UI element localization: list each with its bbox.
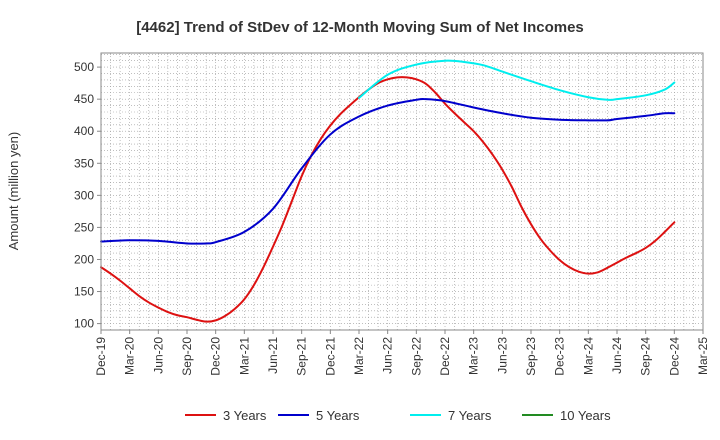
legend-label: 3 Years [223,408,267,423]
x-tick-label: Mar-25 [696,337,710,375]
chart-title: [4462] Trend of StDev of 12-Month Moving… [136,19,584,36]
x-tick-label: Sep-23 [524,337,538,376]
legend-label: 5 Years [316,408,360,423]
y-tick-label: 350 [74,156,94,170]
x-tick-label: Jun-20 [151,337,165,374]
x-tick-label: Sep-24 [639,337,653,376]
series-line-1 [100,76,676,323]
series-line-3 [358,59,676,101]
x-tick-label: Mar-22 [352,337,366,375]
y-tick-label: 250 [74,220,94,234]
y-tick-label: 200 [74,252,94,266]
x-tick-labels: Dec-19 Mar-20 Jun-20 Sep-20 Dec-20 Mar-21 Jun-… [94,330,710,376]
x-tick-label: Mar-24 [581,337,595,375]
x-tick-label: Dec-20 [209,337,223,376]
x-tick-label: Mar-23 [467,337,481,375]
y-tick-label: 400 [74,124,94,138]
y-tick-label: 150 [74,285,94,299]
y-tick-label: 500 [74,60,94,74]
series-layer [100,59,676,323]
x-tick-label: Sep-22 [409,337,423,376]
y-axis-label: Amount (million yen) [6,132,21,251]
y-tick-labels: 100 150 200 250 300 350 400 450 500 [74,60,101,331]
x-tick-label: Mar-20 [123,337,137,375]
y-tick-label: 300 [74,188,94,202]
x-tick-label: Dec-23 [553,337,567,376]
grid-layer [100,53,704,331]
series-line-2 [100,97,676,245]
x-tick-label: Jun-23 [495,337,509,374]
x-tick-label: Dec-24 [667,337,681,376]
x-tick-label: Dec-19 [94,337,108,376]
x-tick-label: Sep-20 [180,337,194,376]
y-tick-label: 450 [74,92,94,106]
x-tick-label: Jun-21 [266,337,280,374]
x-tick-label: Mar-21 [237,337,251,375]
x-tick-label: Dec-21 [323,337,337,376]
x-tick-label: Jun-22 [381,337,395,374]
x-tick-label: Dec-22 [438,337,452,376]
legend-label: 7 Years [448,408,492,423]
x-tick-label: Jun-24 [610,337,624,374]
legend-label: 10 Years [560,408,611,423]
y-tick-label: 100 [74,317,94,331]
legend: 3 Years 5 Years 7 Years 10 Years [185,408,611,423]
plot-frame [100,52,704,331]
x-tick-label: Sep-21 [295,337,309,376]
